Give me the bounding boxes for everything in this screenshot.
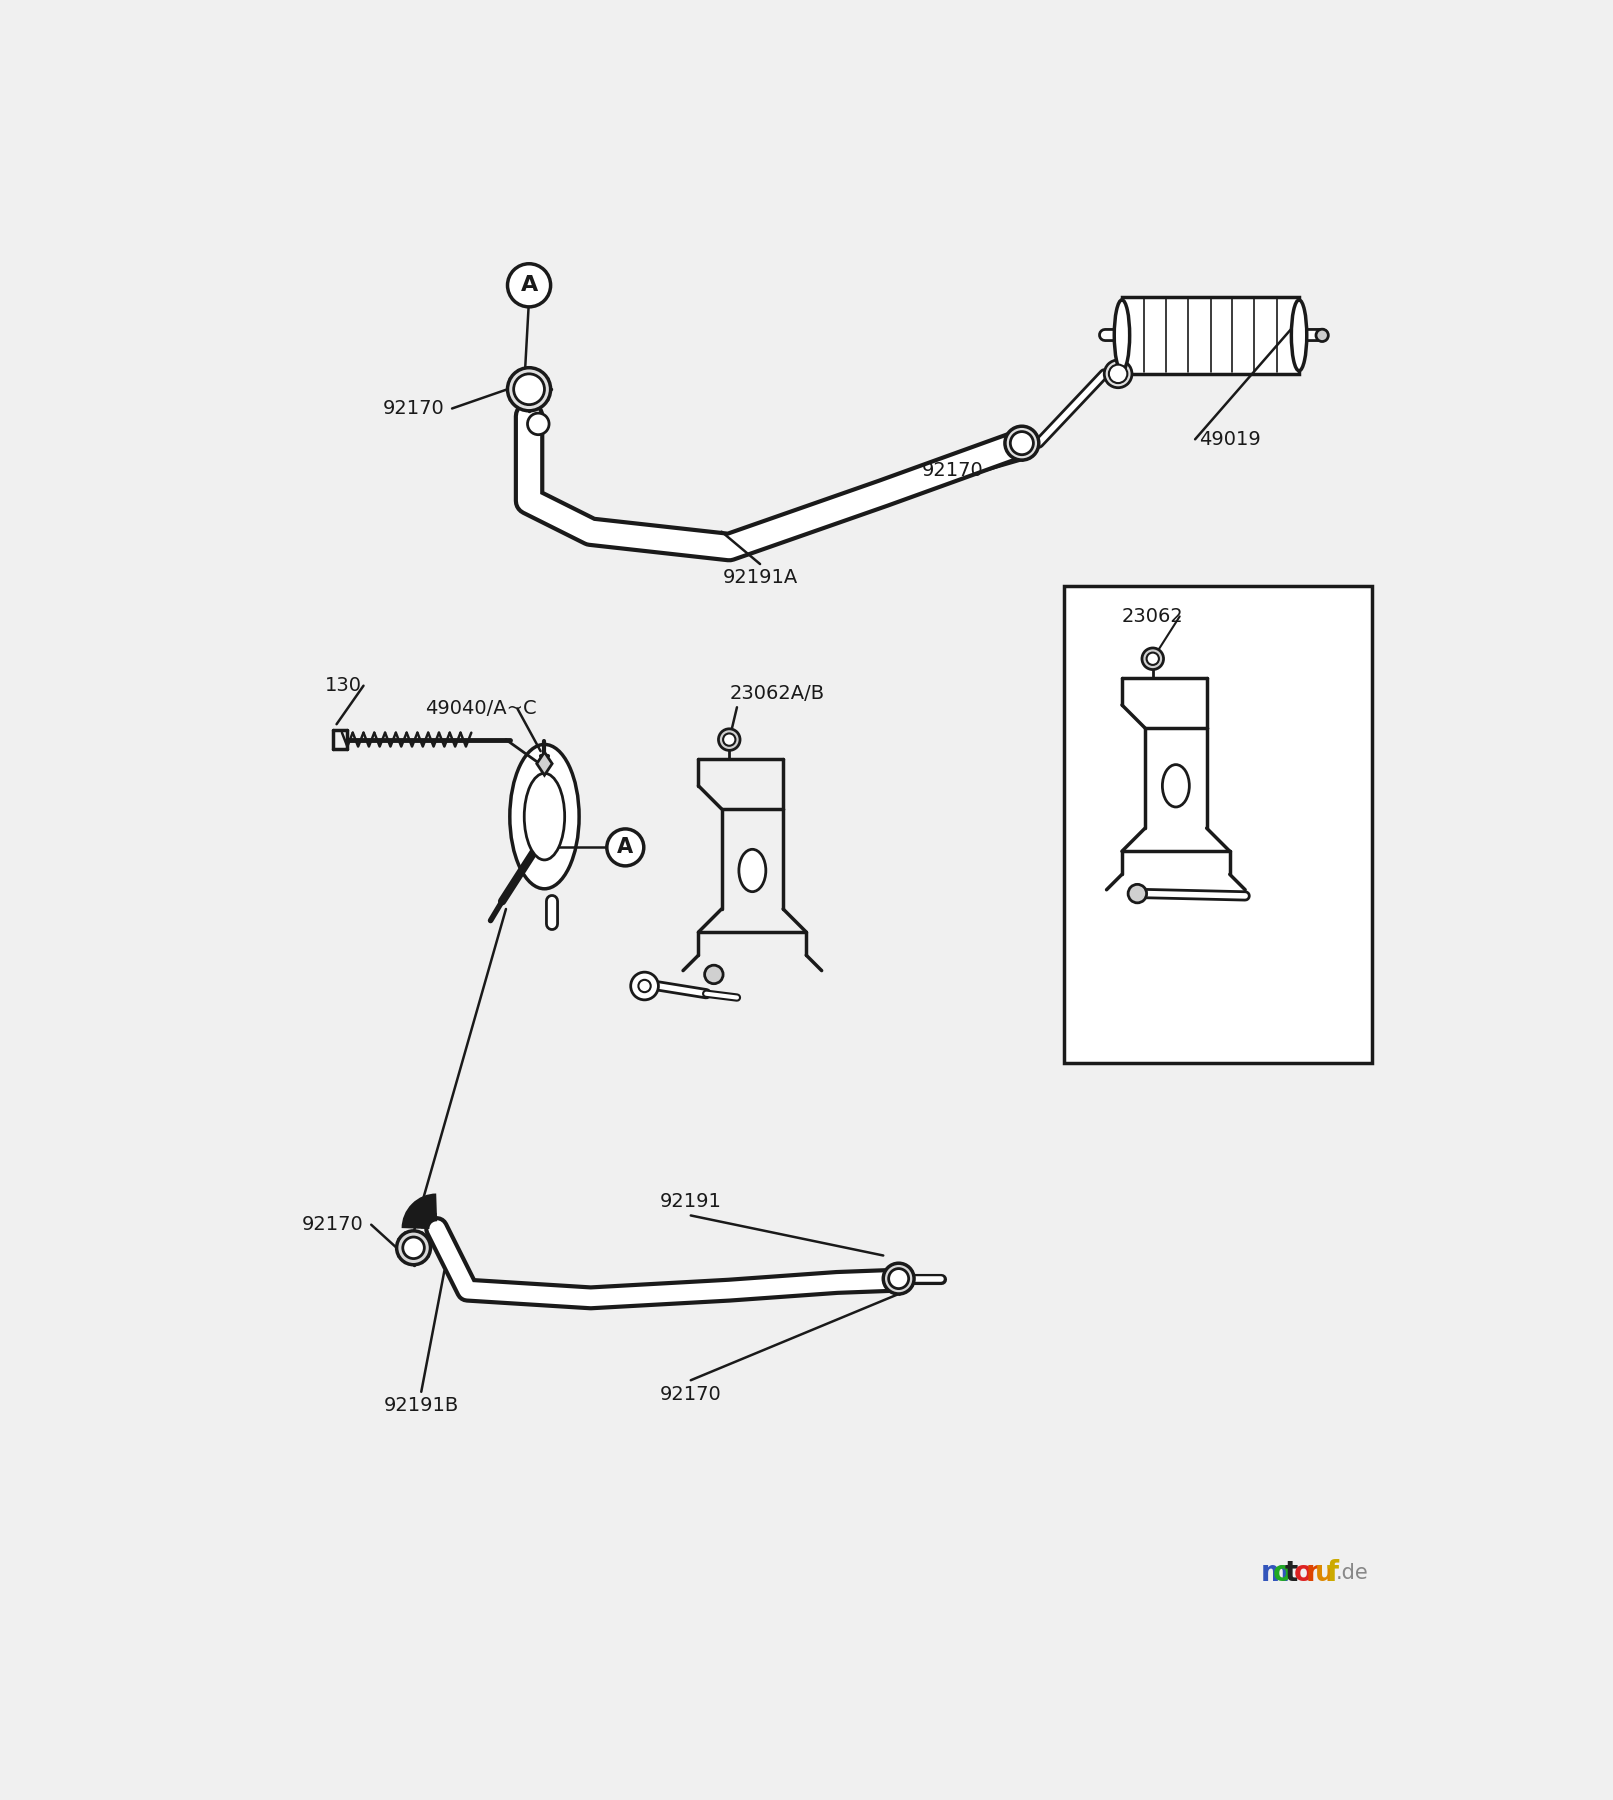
Ellipse shape	[739, 850, 766, 891]
Circle shape	[631, 972, 658, 999]
Text: 92191: 92191	[660, 1192, 721, 1211]
Text: 49040/A~C: 49040/A~C	[426, 698, 537, 718]
Circle shape	[1147, 653, 1158, 664]
Text: f: f	[1327, 1559, 1339, 1588]
Text: .de: .de	[1336, 1562, 1369, 1582]
Circle shape	[1108, 365, 1127, 383]
Text: r: r	[1305, 1559, 1319, 1588]
Circle shape	[403, 1237, 424, 1258]
Circle shape	[1005, 427, 1039, 461]
Polygon shape	[537, 752, 552, 776]
Circle shape	[508, 265, 550, 306]
Circle shape	[527, 414, 548, 434]
Circle shape	[1127, 884, 1147, 904]
Bar	[1123, 297, 1298, 374]
Ellipse shape	[1163, 765, 1189, 806]
Text: u: u	[1315, 1559, 1336, 1588]
Text: 92170: 92170	[660, 1384, 721, 1404]
Circle shape	[513, 374, 545, 405]
Text: 92191A: 92191A	[723, 569, 798, 587]
Bar	[1065, 585, 1373, 1064]
Text: 92170: 92170	[382, 400, 445, 418]
Text: 130: 130	[324, 677, 361, 695]
Text: o: o	[1273, 1559, 1292, 1588]
Circle shape	[723, 733, 736, 745]
Text: 92170: 92170	[921, 461, 984, 479]
Circle shape	[639, 979, 650, 992]
Text: 23062: 23062	[1123, 607, 1184, 626]
Circle shape	[1010, 432, 1034, 455]
Text: 92170: 92170	[302, 1215, 363, 1235]
Ellipse shape	[510, 745, 579, 889]
Circle shape	[508, 367, 550, 410]
Circle shape	[718, 729, 740, 751]
Circle shape	[397, 1231, 431, 1265]
Ellipse shape	[524, 774, 565, 860]
Circle shape	[1142, 648, 1163, 670]
Text: A: A	[618, 837, 634, 857]
Text: A: A	[521, 275, 537, 295]
Text: o: o	[1294, 1559, 1313, 1588]
Circle shape	[705, 965, 723, 983]
Ellipse shape	[611, 835, 640, 859]
Circle shape	[606, 830, 644, 866]
Ellipse shape	[513, 272, 545, 299]
Text: m: m	[1260, 1559, 1289, 1588]
Circle shape	[889, 1269, 908, 1289]
Circle shape	[1105, 360, 1132, 387]
Text: 92191B: 92191B	[384, 1397, 458, 1415]
Ellipse shape	[1292, 301, 1307, 371]
Circle shape	[884, 1264, 915, 1294]
Text: t: t	[1284, 1559, 1298, 1588]
Circle shape	[1316, 329, 1329, 342]
Text: 49019: 49019	[1198, 430, 1261, 448]
Text: 23062A/B: 23062A/B	[729, 684, 824, 704]
Ellipse shape	[1115, 301, 1129, 371]
